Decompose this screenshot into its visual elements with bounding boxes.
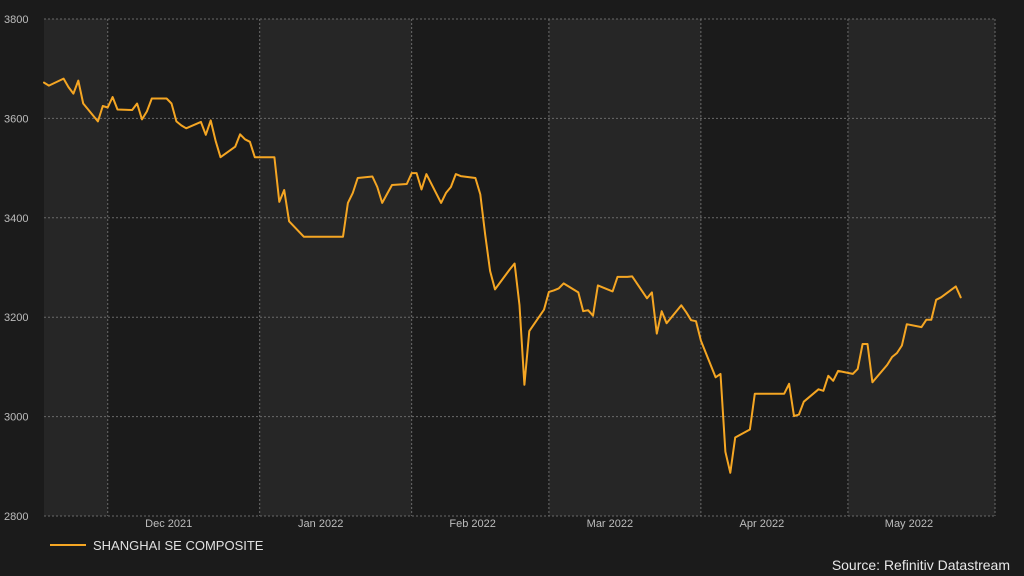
x-tick-label: Mar 2022	[587, 518, 633, 530]
gridlines	[44, 18, 996, 517]
x-tick-label: May 2022	[885, 518, 933, 530]
y-tick-label: 3600	[4, 113, 28, 125]
y-tick-label: 3200	[4, 312, 28, 324]
y-axis-ticks: 2800 3000 3200 3400 3600 3800	[4, 14, 28, 523]
month-band	[259, 19, 412, 516]
y-tick-label: 2800	[4, 511, 28, 523]
x-tick-label: Dec 2021	[145, 518, 192, 530]
x-tick-label: Apr 2022	[740, 518, 785, 530]
y-tick-label: 3800	[4, 14, 28, 26]
month-band	[44, 19, 108, 516]
x-axis-ticks: Dec 2021 Jan 2022 Feb 2022 Mar 2022 Apr 2022…	[145, 518, 933, 530]
month-band	[847, 19, 995, 516]
month-band	[411, 19, 549, 516]
source-note: Source: Refinitiv Datastream	[832, 557, 1010, 573]
legend: SHANGHAI SE COMPOSITE	[50, 538, 264, 553]
month-band	[548, 19, 701, 516]
month-band	[107, 19, 260, 516]
x-tick-label: Jan 2022	[298, 518, 343, 530]
month-bands	[44, 19, 995, 516]
legend-label: SHANGHAI SE COMPOSITE	[93, 538, 264, 553]
y-tick-label: 3400	[4, 213, 28, 225]
x-tick-label: Feb 2022	[449, 518, 495, 530]
series-layer	[43, 77, 962, 474]
y-tick-label: 3000	[4, 412, 28, 424]
month-band	[700, 19, 848, 516]
series-line	[43, 77, 962, 474]
